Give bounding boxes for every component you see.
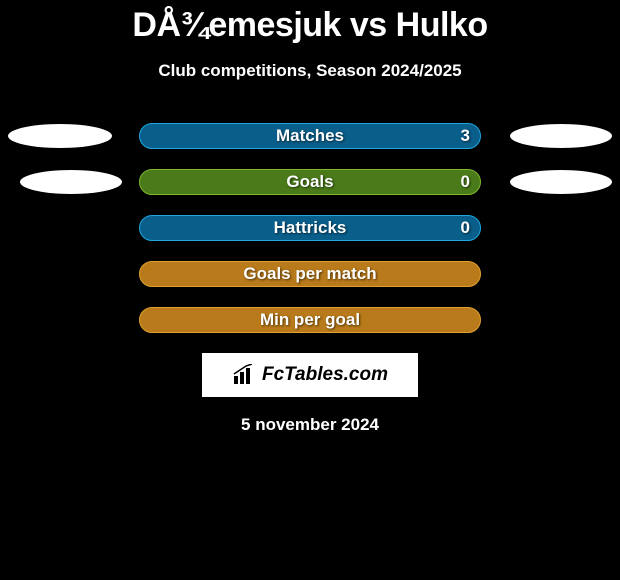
stat-row-mpg: Min per goal bbox=[0, 307, 620, 333]
logo-box[interactable]: FcTables.com bbox=[202, 353, 418, 397]
date-text: 5 november 2024 bbox=[241, 415, 379, 435]
stat-label: Min per goal bbox=[260, 310, 360, 330]
stat-pill: Goals 0 bbox=[139, 169, 481, 195]
page-title: DÅ¾emesjuk vs Hulko bbox=[132, 6, 487, 45]
stat-value: 0 bbox=[461, 218, 470, 238]
right-ellipse bbox=[510, 124, 612, 148]
bar-chart-icon bbox=[232, 364, 258, 386]
stat-row-hattricks: Hattricks 0 bbox=[0, 215, 620, 241]
stat-pill: Hattricks 0 bbox=[139, 215, 481, 241]
stat-pill: Matches 3 bbox=[139, 123, 481, 149]
widget-container: DÅ¾emesjuk vs Hulko Club competitions, S… bbox=[0, 0, 620, 435]
left-ellipse bbox=[20, 170, 122, 194]
stat-pill: Min per goal bbox=[139, 307, 481, 333]
left-ellipse bbox=[8, 124, 112, 148]
stat-pill: Goals per match bbox=[139, 261, 481, 287]
logo-text: FcTables.com bbox=[262, 364, 388, 386]
stat-label: Hattricks bbox=[274, 218, 347, 238]
stat-value: 0 bbox=[461, 172, 470, 192]
stat-label: Matches bbox=[276, 126, 344, 146]
stat-row-gpm: Goals per match bbox=[0, 261, 620, 287]
stats-rows: Matches 3 Goals 0 Hattricks 0 Goals per … bbox=[0, 123, 620, 333]
stat-row-goals: Goals 0 bbox=[0, 169, 620, 195]
right-ellipse bbox=[510, 170, 612, 194]
stat-label: Goals per match bbox=[243, 264, 376, 284]
stat-row-matches: Matches 3 bbox=[0, 123, 620, 149]
stat-label: Goals bbox=[286, 172, 333, 192]
subtitle: Club competitions, Season 2024/2025 bbox=[158, 61, 461, 81]
stat-value: 3 bbox=[461, 126, 470, 146]
